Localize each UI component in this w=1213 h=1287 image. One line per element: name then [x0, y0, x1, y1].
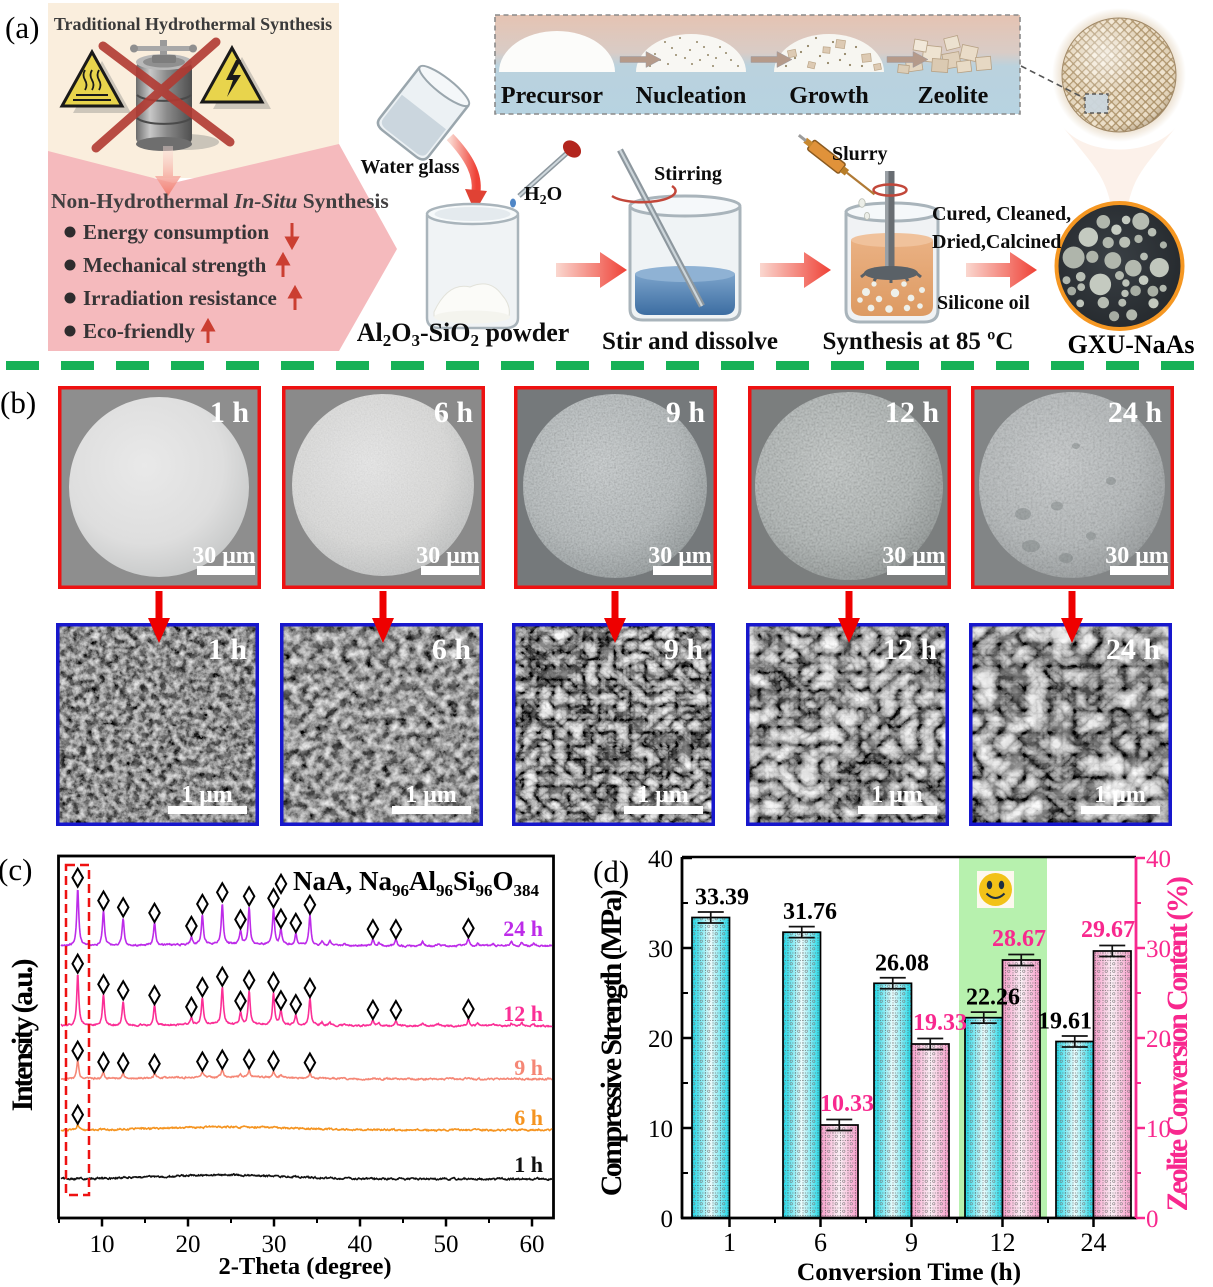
svg-text:0: 0 [1146, 1206, 1159, 1233]
svg-text:28.67: 28.67 [992, 926, 1046, 952]
svg-text:24: 24 [1081, 1228, 1107, 1257]
svg-text:6 h: 6 h [434, 396, 474, 429]
svg-text:30 μm: 30 μm [1105, 543, 1169, 569]
svg-text:Precursor: Precursor [501, 83, 604, 109]
svg-text:Nucleation: Nucleation [636, 83, 747, 109]
svg-text:40: 40 [648, 846, 673, 873]
svg-text:Traditional Hydrothermal Synth: Traditional Hydrothermal Synthesis [54, 14, 332, 34]
svg-text:50: 50 [434, 1231, 459, 1258]
svg-text:Cured, Cleaned,: Cured, Cleaned, [932, 203, 1071, 225]
svg-text:1: 1 [723, 1228, 736, 1257]
svg-text:12 h: 12 h [885, 396, 940, 429]
svg-text:9 h: 9 h [664, 633, 704, 666]
svg-text:26.08: 26.08 [875, 950, 929, 976]
svg-text:6 h: 6 h [432, 633, 472, 666]
svg-text:24 h: 24 h [503, 916, 543, 941]
svg-text:6 h: 6 h [514, 1105, 543, 1130]
svg-text:0: 0 [661, 1206, 674, 1233]
svg-text:24 h: 24 h [1108, 396, 1163, 429]
svg-text:Energy consumption: Energy consumption [83, 220, 269, 244]
svg-text:30: 30 [262, 1231, 287, 1258]
svg-text:(c): (c) [0, 852, 32, 887]
svg-text:1 μm: 1 μm [405, 782, 457, 808]
svg-text:12 h: 12 h [503, 1001, 543, 1026]
svg-text:Al2O3-SiO2 powder: Al2O3-SiO2 powder [357, 318, 570, 350]
svg-text:1 μm: 1 μm [637, 782, 689, 808]
svg-text:2-Theta (degree): 2-Theta (degree) [218, 1253, 391, 1280]
svg-text:20: 20 [176, 1231, 201, 1258]
svg-text:33.39: 33.39 [695, 884, 749, 910]
svg-text:Compressive Strength (MPa): Compressive Strength (MPa) [595, 890, 628, 1196]
svg-text:GXU-NaAs: GXU-NaAs [1067, 330, 1194, 359]
svg-text:Synthesis at 85 ºC: Synthesis at 85 ºC [823, 328, 1014, 355]
svg-text:(a): (a) [5, 10, 39, 45]
svg-text:29.67: 29.67 [1081, 917, 1135, 943]
svg-text:19.61: 19.61 [1038, 1009, 1092, 1035]
svg-text:Mechanical strength: Mechanical strength [83, 253, 267, 277]
svg-text:40: 40 [348, 1231, 373, 1258]
svg-text:10: 10 [1146, 1116, 1171, 1143]
svg-text:30 μm: 30 μm [648, 543, 712, 569]
svg-text:12: 12 [990, 1228, 1016, 1257]
svg-text:Non-Hydrothermal In-Situ Synth: Non-Hydrothermal In-Situ Synthesis [51, 189, 389, 213]
svg-text:H2O: H2O [524, 183, 562, 208]
svg-text:10: 10 [90, 1231, 115, 1258]
svg-text:1 μm: 1 μm [1094, 782, 1146, 808]
svg-text:20: 20 [1146, 1026, 1171, 1053]
svg-text:1 h: 1 h [208, 633, 248, 666]
svg-text:Slurry: Slurry [832, 143, 888, 165]
svg-text:30 μm: 30 μm [192, 543, 256, 569]
svg-text:60: 60 [520, 1231, 545, 1258]
svg-text:Stir and dissolve: Stir and dissolve [602, 328, 778, 355]
svg-text:Zeolite Conversion Content (%): Zeolite Conversion Content (%) [1161, 877, 1194, 1211]
svg-text:40: 40 [1146, 846, 1171, 873]
svg-text:1 h: 1 h [514, 1152, 543, 1177]
svg-text:6: 6 [814, 1228, 827, 1257]
svg-text:10: 10 [648, 1116, 673, 1143]
svg-text:31.76: 31.76 [783, 899, 837, 925]
svg-text:Growth: Growth [789, 83, 869, 109]
svg-text:Conversion Time (h): Conversion Time (h) [797, 1257, 1021, 1286]
svg-text:(b): (b) [0, 385, 36, 420]
svg-text:20: 20 [648, 1026, 673, 1053]
svg-text:Zeolite: Zeolite [918, 83, 989, 109]
svg-text:12 h: 12 h [883, 633, 938, 666]
svg-text:Dried,Calcined: Dried,Calcined [932, 231, 1061, 253]
svg-text:30 μm: 30 μm [882, 543, 946, 569]
svg-text:30 μm: 30 μm [416, 543, 480, 569]
svg-text:22.26: 22.26 [966, 985, 1020, 1011]
svg-text:Stirring: Stirring [654, 163, 722, 185]
svg-text:Intensity (a.u.): Intensity (a.u.) [6, 959, 39, 1111]
svg-text:10.33: 10.33 [820, 1091, 874, 1117]
svg-text:30: 30 [648, 936, 673, 963]
svg-text:9: 9 [905, 1228, 918, 1257]
svg-text:24 h: 24 h [1106, 633, 1161, 666]
svg-text:9 h: 9 h [666, 396, 706, 429]
svg-text:19.33: 19.33 [913, 1010, 967, 1036]
svg-text:1 μm: 1 μm [871, 782, 923, 808]
svg-text:NaA, Na96Al96Si96O384: NaA, Na96Al96Si96O384 [293, 866, 540, 900]
svg-text:Water glass: Water glass [360, 156, 459, 178]
svg-text:1 h: 1 h [210, 396, 250, 429]
svg-text:Irradiation resistance: Irradiation resistance [83, 286, 277, 310]
svg-text:(d): (d) [593, 854, 629, 889]
svg-text:Eco-friendly: Eco-friendly [83, 319, 195, 343]
svg-text:1 μm: 1 μm [181, 782, 233, 808]
svg-text:Silicone oil: Silicone oil [937, 292, 1030, 314]
svg-text:30: 30 [1146, 936, 1171, 963]
svg-text:9 h: 9 h [514, 1055, 543, 1080]
